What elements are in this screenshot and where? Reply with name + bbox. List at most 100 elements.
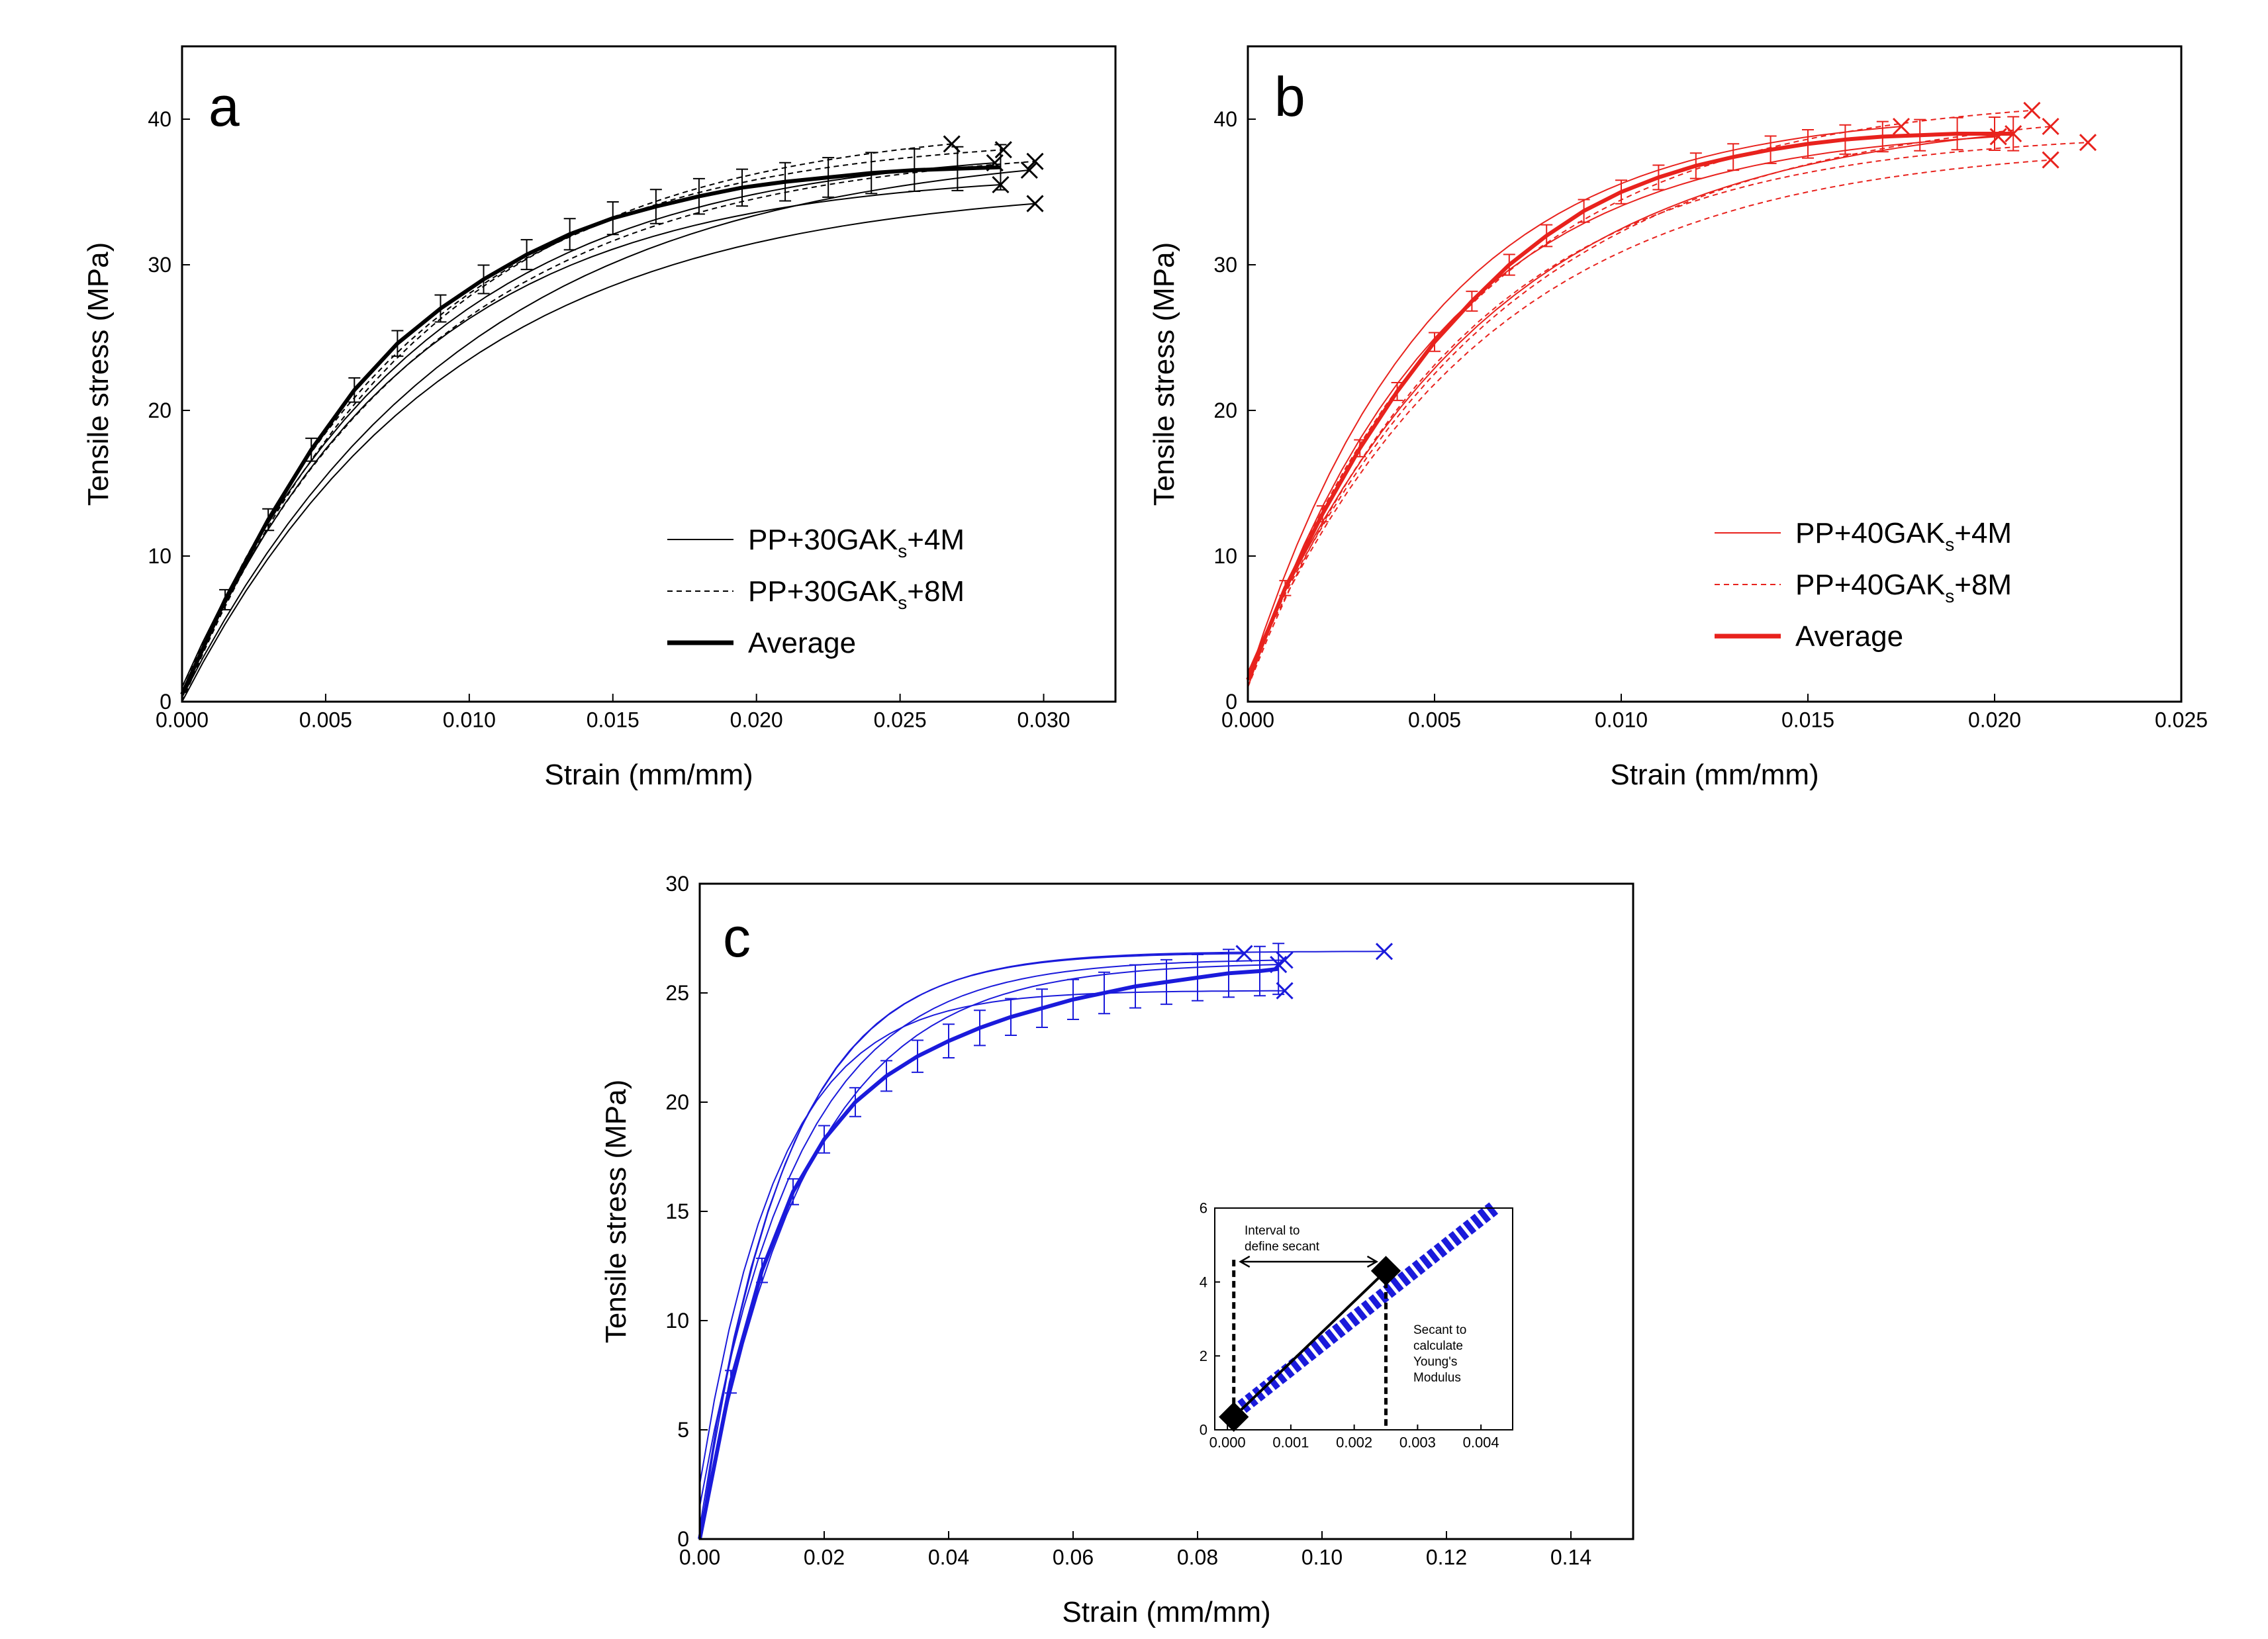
panel-c-y-tick-label: 15 [665,1199,689,1223]
panel-b-error-bar [1764,135,1777,164]
panel-a-failure-marker [1026,152,1044,170]
panel-a-error-bar [779,162,792,202]
panel-c-error-bar [974,1009,986,1047]
panel-a-y-tick-label: 20 [148,398,171,422]
panel-c-y-tick-label: 0 [677,1527,689,1551]
panel-c-x-tick-label: 0.02 [804,1545,845,1569]
panel-b-error-bar [1802,129,1814,159]
panel-b-specimen-curve [1247,133,2014,673]
panel-b-error-bar [1876,120,1889,153]
panel-a-error-bar [434,294,447,323]
panel-c-error-bar [849,1087,861,1117]
panel-b-error-bar [1839,124,1852,155]
panel-b-error-bar [1354,439,1366,457]
panel-a-y-tick-label: 30 [148,253,171,277]
panel-b-frame [1247,45,2183,703]
panel-c-x-tick-label: 0.08 [1177,1545,1218,1569]
panel-a-x-tick-label: 0.020 [730,708,783,731]
panel-c-x-tick-label: 0.10 [1301,1545,1343,1569]
panel-b-legend-label-8m: PP+40GAKs+8M [1795,569,2012,606]
panel-a-x-tick-label: 0.000 [156,708,209,731]
panel-a-y-tick-label: 40 [148,107,171,131]
panel-c-specimen-curve [699,990,1285,1485]
panel-c-y-tick-label: 20 [665,1090,689,1114]
panel-c-error-bar [1005,998,1017,1037]
panel-a-error-bar [391,330,404,357]
panel-c-failure-marker [1276,982,1294,1000]
panel-b-x-tick-label: 0.010 [1595,708,1648,731]
panel-b-error-bar [1316,505,1329,523]
panel-c-failure-marker [1235,945,1253,962]
panel-a-error-bar [563,218,576,251]
panel-b-y-label: Tensile stress (MPa) [1148,242,1180,506]
inset-interval-arrow [1239,1255,1379,1268]
inset-x-tick-label: 0.001 [1272,1434,1309,1450]
panel-a-error-bar [606,201,619,236]
inset-annotation-interval: Interval to define secant [1245,1224,1320,1254]
panel-a-error-bar [951,146,964,191]
panel-c-error-bar [725,1370,737,1394]
panel-b-failure-marker [1892,117,1911,136]
panel-c-error-bar [1098,971,1110,1015]
panel-c-failure-marker [1375,943,1394,960]
panel-c-specimen-curve [699,959,1285,1507]
panel-b-x-tick-label: 0.015 [1781,708,1834,731]
panel-b-error-bar [1652,164,1665,191]
panel-b-y-tick-label: 20 [1213,398,1237,422]
panel-b-y-tick-label: 40 [1213,107,1237,131]
panel-c-x-label: Strain (mm/mm) [1062,1596,1270,1628]
panel-c-y-tick-label: 30 [665,872,689,896]
panel-a-error-bar [994,144,1007,191]
inset-x-tick-label: 0.000 [1209,1434,1246,1450]
panel-a-error-bar [649,189,662,224]
panel-a-legend-label-average: Average [748,627,856,659]
panel-a-specimen-curve [181,162,995,688]
panel-c-error-bar [1192,954,1204,1002]
panel-a-failure-marker [1020,161,1038,179]
panel-c-error-bar [1129,964,1141,1009]
panel-a-specimen-curve [181,203,1035,702]
panel-c-chart: 0.00 0.02 0.04 0.06 0.08 0.10 0.12 0.1405101520… [600,872,1634,1628]
panel-a-error-bar [477,264,490,295]
panel-a-error-bar [520,239,533,271]
inset-x-tick-label: 0.003 [1399,1434,1436,1450]
panel-c-letter: c [723,906,751,968]
inset-y-tick-label: 4 [1200,1274,1207,1290]
inset-annotation-secant: Secant to calculate Young's Modulus [1413,1323,1466,1385]
panel-b-error-bar [1914,118,1926,152]
panel-c-error-bar [1067,978,1079,1020]
panel-b-error-bar [1578,199,1590,223]
panel-c-y-tick-label: 5 [677,1418,689,1442]
inset-x-tick-label: 0.004 [1463,1434,1499,1450]
panel-b-error-bar [1540,224,1553,248]
panel-a-error-bar [219,588,232,611]
panel-b-x-tick-label: 0.000 [1221,708,1274,731]
panel-b-failure-marker [2023,101,2041,119]
panel-b-x-tick-label: 0.025 [2155,708,2208,731]
panel-a-error-bar [348,377,361,403]
panel-c-y-tick-label: 10 [665,1309,689,1333]
panel-a-specimen-curve [181,160,1035,688]
panel-a-x-tick-label: 0.015 [587,708,639,731]
panel-c-error-bar [912,1039,923,1073]
panel-b-failure-marker [2079,134,2097,152]
panel-c-error-bar [943,1023,955,1058]
panel-c-specimen-curve [699,964,1279,1540]
inset-annotations: Interval to define secant Secant to calcul… [1245,1224,1466,1385]
panel-c-x-tick-label: 0.04 [928,1545,969,1569]
panel-b-specimen-curve [1247,136,1999,688]
inset-y-tick-label: 0 [1200,1422,1207,1438]
panel-b-chart: 0.000 0.005 0.010 0.015 0.020 0.025010203040 … [1148,45,2208,791]
panel-a-x-label: Strain (mm/mm) [544,759,753,791]
panel-b-error-bar [1615,179,1627,205]
panel-b-letter: b [1274,66,1305,128]
inset-y-tick-label: 6 [1200,1200,1207,1217]
panel-a-error-bar [865,152,878,195]
panel-b-error-bar [1951,117,1963,151]
panel-c-specimen-curve [699,951,1385,1528]
panel-b-error-bar [1279,580,1292,596]
panel-a-error-bar [822,157,835,198]
inset-y-tick-label: 2 [1200,1348,1207,1364]
inset-secant-line [1233,1270,1387,1418]
